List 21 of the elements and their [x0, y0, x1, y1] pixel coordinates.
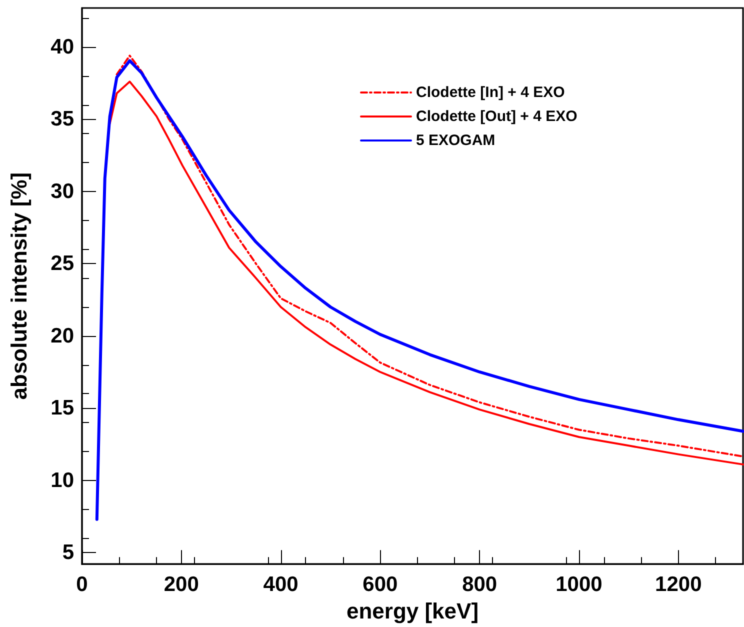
y-tick-label: 30	[50, 180, 74, 203]
x-tick-label: 600	[362, 573, 398, 596]
x-tick-label: 1200	[655, 573, 702, 596]
y-tick-label: 40	[50, 36, 74, 58]
legend-label: 5 EXOGAM	[416, 132, 496, 149]
x-tick-label: 200	[164, 573, 199, 596]
y-tick-label: 35	[50, 108, 74, 131]
y-tick-label: 5	[62, 541, 74, 564]
y-tick-label: 25	[50, 252, 74, 276]
x-tick-label: 400	[263, 573, 298, 596]
line-series	[95, 59, 744, 521]
x-tick-label: 0	[76, 573, 88, 596]
legend-label: Clodette [Out] + 4 EXO	[416, 108, 578, 125]
legend-label: Clodette [In] + 4 EXO	[416, 84, 566, 101]
y-tick-label: 10	[50, 468, 74, 492]
y-tick-label: 20	[50, 324, 74, 348]
x-axis-title: energy [keV]	[346, 598, 479, 624]
x-tick-label: 1000	[556, 573, 602, 596]
y-tick-label: 15	[50, 396, 74, 420]
y-axis-title: absolute intensity [%]	[6, 172, 32, 400]
x-tick-label: 800	[462, 573, 498, 596]
